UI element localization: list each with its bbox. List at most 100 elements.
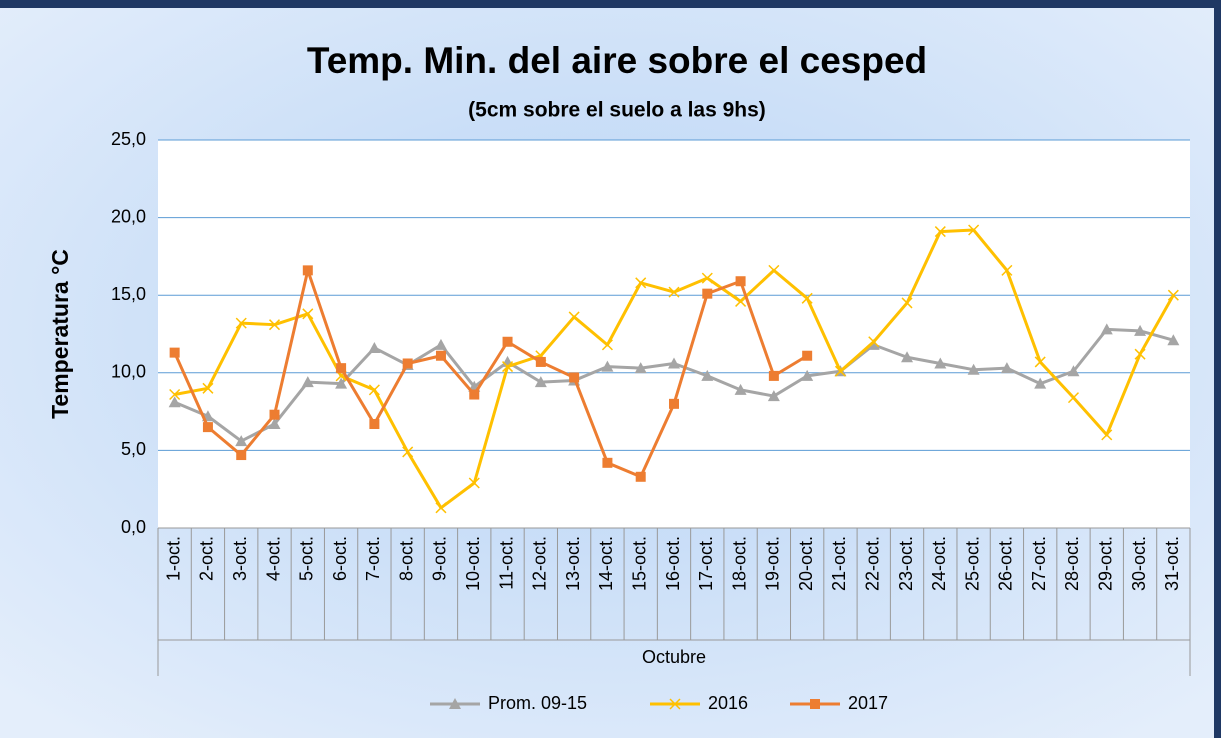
x-tick-label: 1-oct. <box>163 536 183 581</box>
marker <box>469 389 480 400</box>
chart-subtitle: (5cm sobre el suelo a las 9hs) <box>468 99 766 122</box>
marker <box>601 360 614 372</box>
marker <box>801 292 813 304</box>
marker <box>867 338 880 350</box>
marker <box>301 376 314 388</box>
y-tick-label: 0,0 <box>121 517 146 537</box>
marker <box>236 450 247 461</box>
y-tick-label: 25,0 <box>111 129 146 149</box>
marker <box>967 363 980 375</box>
marker <box>402 358 413 369</box>
marker <box>834 365 846 377</box>
marker <box>568 311 580 323</box>
marker <box>435 350 446 361</box>
x-tick-label: 28-oct. <box>1062 536 1082 591</box>
marker <box>1034 356 1046 368</box>
x-tick-label: 18-oct. <box>729 536 749 591</box>
marker <box>801 369 814 381</box>
x-tick-label: 10-oct. <box>463 536 483 591</box>
marker <box>735 295 747 307</box>
marker <box>449 698 461 709</box>
x-tick-label: 26-oct. <box>996 536 1016 591</box>
marker <box>668 286 680 298</box>
x-tick-label: 25-oct. <box>962 536 982 591</box>
x-tick-label: 12-oct. <box>530 536 550 591</box>
x-tick-label: 5-oct. <box>297 536 317 581</box>
marker <box>468 477 480 489</box>
marker <box>735 276 746 287</box>
marker <box>269 409 280 420</box>
chart-title: Temp. Min. del aire sobre el cesped <box>307 40 927 81</box>
marker <box>402 446 414 458</box>
y-tick-label: 10,0 <box>111 362 146 382</box>
y-tick-label: 15,0 <box>111 284 146 304</box>
marker <box>502 336 513 347</box>
marker <box>368 384 380 396</box>
marker <box>1000 362 1013 374</box>
marker <box>601 339 613 351</box>
marker <box>702 288 713 299</box>
marker <box>1134 324 1147 336</box>
marker <box>768 264 780 276</box>
x-tick-label: 30-oct. <box>1129 536 1149 591</box>
x-tick-label: 9-oct. <box>430 536 450 581</box>
marker <box>768 370 779 381</box>
x-tick-label: 19-oct. <box>763 536 783 591</box>
top-bar <box>0 0 1221 8</box>
marker <box>502 361 514 373</box>
x-tick-label: 2-oct. <box>197 536 217 581</box>
marker <box>268 319 281 331</box>
marker <box>169 388 181 401</box>
marker <box>1067 392 1080 404</box>
marker <box>335 377 348 389</box>
marker <box>767 390 780 402</box>
x-tick-label: 13-oct. <box>563 536 583 591</box>
marker <box>202 422 213 433</box>
x-group-label: Octubre <box>642 647 706 667</box>
x-tick-label: 11-oct. <box>496 536 516 590</box>
x-tick-label: 24-oct. <box>929 536 949 591</box>
x-tick-label: 14-oct. <box>596 536 616 591</box>
marker <box>934 357 947 369</box>
legend-label: 2016 <box>708 693 748 713</box>
x-tick-label: 27-oct. <box>1029 536 1049 591</box>
marker <box>734 383 747 395</box>
marker <box>1001 264 1013 276</box>
marker <box>302 265 313 276</box>
marker <box>434 338 447 350</box>
marker <box>868 336 880 348</box>
marker <box>368 341 381 353</box>
marker <box>535 356 546 367</box>
marker <box>901 297 913 309</box>
marker <box>1100 323 1113 335</box>
marker <box>968 224 980 236</box>
marker <box>1034 377 1047 389</box>
x-tick-label: 7-oct. <box>363 536 383 581</box>
marker <box>1067 365 1080 377</box>
y-tick-label: 5,0 <box>121 439 146 459</box>
marker <box>302 308 314 320</box>
marker <box>810 699 820 709</box>
x-tick-label: 22-oct. <box>862 536 882 591</box>
marker <box>235 435 248 447</box>
marker <box>169 347 180 358</box>
marker <box>569 372 580 383</box>
marker <box>701 272 713 284</box>
marker <box>1167 334 1180 346</box>
x-tick-label: 29-oct. <box>1096 536 1116 591</box>
right-bar <box>1214 0 1221 738</box>
x-tick-label: 3-oct. <box>230 536 250 581</box>
marker <box>202 382 214 394</box>
marker <box>802 350 813 361</box>
x-tick-label: 20-oct. <box>796 536 816 591</box>
legend-label: 2017 <box>848 693 888 713</box>
marker <box>669 398 679 409</box>
x-tick-label: 17-oct. <box>696 536 716 591</box>
x-tick-label: 23-oct. <box>896 536 916 591</box>
marker <box>336 363 347 374</box>
marker <box>1101 429 1113 441</box>
marker <box>435 502 447 514</box>
marker <box>1167 289 1179 301</box>
marker <box>369 419 380 430</box>
